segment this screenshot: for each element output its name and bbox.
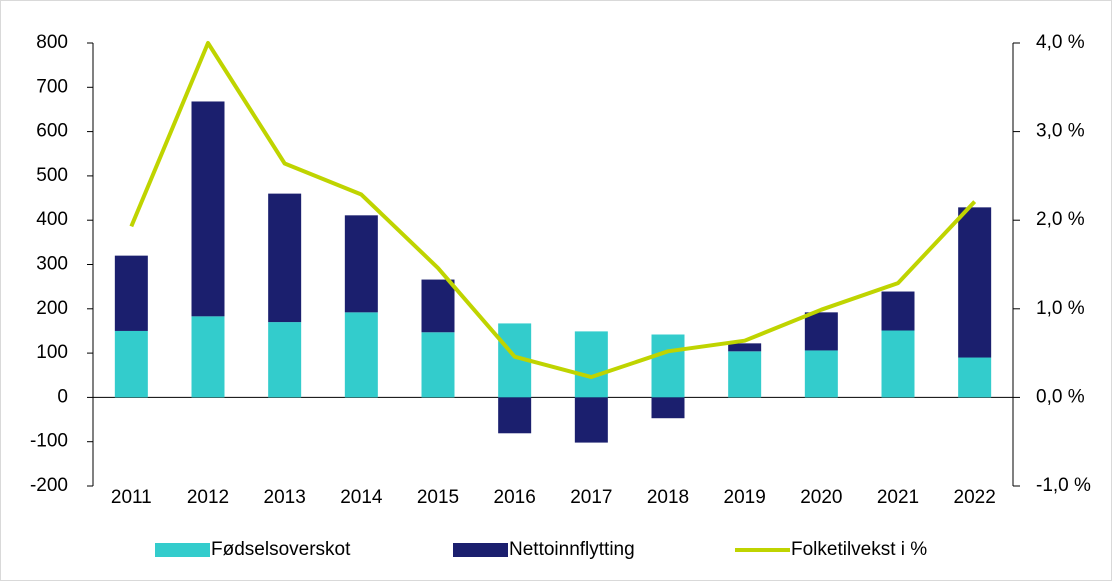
x-tick-label: 2016 <box>494 487 536 508</box>
y-tick-label: 0 <box>57 386 68 407</box>
bar <box>114 255 148 331</box>
y-tick-label: 600 <box>36 121 68 142</box>
x-tick-label: 2022 <box>954 487 996 508</box>
x-tick-label: 2019 <box>724 487 766 508</box>
x-tick-label: 2012 <box>187 487 229 508</box>
legend-label: Nettoinnflytting <box>509 539 635 560</box>
x-tick-label: 2011 <box>111 487 152 508</box>
x-tick-label: 2014 <box>340 487 383 508</box>
bar <box>804 312 838 351</box>
legend-swatch <box>453 543 508 557</box>
x-tick-label: 2021 <box>877 487 919 508</box>
y2-tick-label: 2,0 % <box>1036 209 1085 230</box>
bar <box>344 312 378 398</box>
y-tick-label: 700 <box>36 76 68 97</box>
y-tick-label: 800 <box>36 32 68 53</box>
y2-tick-label: -1,0 % <box>1036 475 1091 496</box>
y2-tick-label: 0,0 % <box>1036 386 1085 407</box>
bar <box>651 397 685 419</box>
x-tick-label: 2013 <box>264 487 306 508</box>
bar <box>728 343 762 352</box>
y2-tick-label: 1,0 % <box>1036 298 1085 319</box>
bar <box>958 357 992 398</box>
y-tick-label: 200 <box>36 298 68 319</box>
y2-tick-label: 3,0 % <box>1036 121 1085 142</box>
y-tick-label: 500 <box>36 165 68 186</box>
bar <box>421 332 455 398</box>
y-tick-label: 300 <box>36 254 68 275</box>
bar <box>191 316 225 398</box>
bar <box>881 330 915 398</box>
x-tick-label: 2018 <box>647 487 689 508</box>
bar <box>268 322 302 398</box>
x-tick-label: 2020 <box>800 487 842 508</box>
bar <box>498 397 532 434</box>
y-tick-label: -200 <box>30 475 68 496</box>
y2-tick-label: 4,0 % <box>1036 32 1085 53</box>
bar <box>268 193 302 323</box>
bar <box>958 207 992 358</box>
x-tick-label: 2017 <box>570 487 612 508</box>
y-tick-label: 400 <box>36 209 68 230</box>
bar <box>421 279 455 333</box>
bar <box>344 215 378 313</box>
legend-swatch <box>155 543 210 557</box>
x-tick-label: 2015 <box>417 487 459 508</box>
bar <box>114 330 148 398</box>
line <box>129 41 977 380</box>
bar <box>574 397 608 443</box>
legend-label: Folketilvekst i % <box>791 539 927 560</box>
bar <box>728 351 762 398</box>
bar <box>651 334 685 398</box>
legend-label: Fødselsoverskot <box>211 539 351 560</box>
bar <box>881 291 915 331</box>
bar <box>191 101 225 317</box>
y-tick-label: -100 <box>30 431 68 452</box>
y-tick-label: 100 <box>36 342 68 363</box>
bar <box>574 331 608 398</box>
bar <box>804 350 838 398</box>
